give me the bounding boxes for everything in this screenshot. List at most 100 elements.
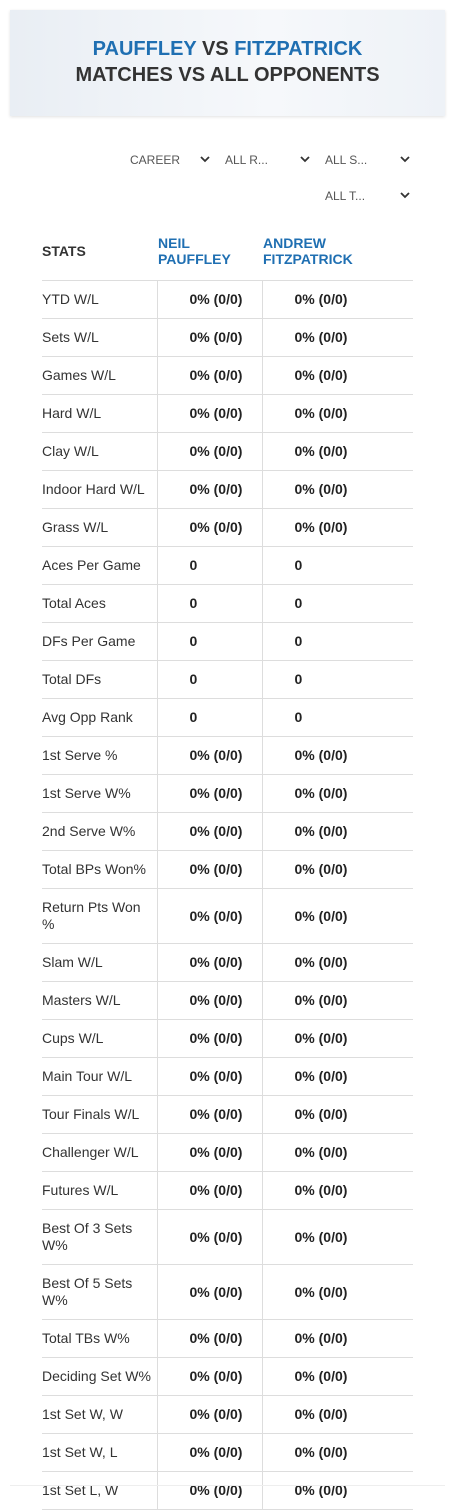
stat-value: 0 bbox=[261, 660, 413, 699]
filter-select[interactable]: ALL R... bbox=[225, 150, 310, 170]
stat-value: 0 bbox=[156, 546, 262, 585]
stat-row: Hard W/L 0% (0/0) 0% (0/0) bbox=[42, 394, 413, 433]
stat-row: 2nd Serve W% 0% (0/0) 0% (0/0) bbox=[42, 812, 413, 851]
subtitle: MATCHES VS ALL OPPONENTS bbox=[75, 64, 380, 86]
stat-value: 0% (0/0) bbox=[261, 888, 413, 944]
stat-row: 1st Serve % 0% (0/0) 0% (0/0) bbox=[42, 736, 413, 775]
stat-value: 0% (0/0) bbox=[156, 1133, 262, 1172]
stat-value: 0% (0/0) bbox=[156, 943, 262, 982]
stat-row: 1st Set L, W 0% (0/0) 0% (0/0) bbox=[42, 1471, 413, 1510]
stat-row: Aces Per Game 0 0 bbox=[42, 546, 413, 585]
stat-value: 0% (0/0) bbox=[261, 1319, 413, 1358]
col-head: STATS bbox=[42, 243, 86, 259]
stat-value: 0 bbox=[261, 584, 413, 623]
stat-label: Total TBs W% bbox=[42, 1319, 157, 1358]
stat-row: Futures W/L 0% (0/0) 0% (0/0) bbox=[42, 1171, 413, 1210]
divider bbox=[10, 1485, 445, 1486]
stat-value: 0% (0/0) bbox=[156, 1171, 262, 1210]
stat-row: YTD W/L 0% (0/0) 0% (0/0) bbox=[42, 280, 413, 319]
stat-row: Total Aces 0 0 bbox=[42, 584, 413, 623]
stat-label: Games W/L bbox=[42, 356, 157, 395]
stat-row: Tour Finals W/L 0% (0/0) 0% (0/0) bbox=[42, 1095, 413, 1134]
stat-value: 0% (0/0) bbox=[156, 1264, 262, 1320]
chevron bbox=[200, 156, 210, 163]
stat-value: 0% (0/0) bbox=[261, 1171, 413, 1210]
stat-value: 0% (0/0) bbox=[156, 1319, 262, 1358]
stat-label: Best Of 3 Sets W% bbox=[42, 1209, 157, 1265]
stat-value: 0% (0/0) bbox=[156, 280, 262, 319]
stat-value: 0% (0/0) bbox=[261, 1433, 413, 1472]
player1: PAUFFLEY bbox=[92, 38, 197, 60]
stat-label: DFs Per Game bbox=[42, 622, 157, 661]
stat-value: 0% (0/0) bbox=[261, 736, 413, 775]
vs: VS bbox=[201, 38, 229, 60]
stat-label: Aces Per Game bbox=[42, 546, 157, 585]
stat-value: 0% (0/0) bbox=[156, 1433, 262, 1472]
stat-row: 1st Set W, W 0% (0/0) 0% (0/0) bbox=[42, 1395, 413, 1434]
stat-label: Main Tour W/L bbox=[42, 1057, 157, 1096]
stat-label: 1st Set W, L bbox=[42, 1433, 157, 1472]
stat-row: 1st Set W, L 0% (0/0) 0% (0/0) bbox=[42, 1433, 413, 1472]
stat-row: Total TBs W% 0% (0/0) 0% (0/0) bbox=[42, 1319, 413, 1358]
stat-label: Return Pts Won % bbox=[42, 888, 157, 944]
stat-row: Games W/L 0% (0/0) 0% (0/0) bbox=[42, 356, 413, 395]
stat-value: 0 bbox=[156, 660, 262, 699]
stat-label: Total BPs Won% bbox=[42, 850, 157, 889]
stat-value: 0% (0/0) bbox=[261, 774, 413, 813]
stat-value: 0% (0/0) bbox=[261, 981, 413, 1020]
stat-value: 0% (0/0) bbox=[156, 470, 262, 509]
filter-label: CAREER bbox=[130, 153, 181, 167]
stat-row: Avg Opp Rank 0 0 bbox=[42, 698, 413, 737]
filter-select[interactable]: ALL S... bbox=[325, 150, 410, 170]
filter-label: ALL R... bbox=[225, 153, 268, 167]
stat-label: Avg Opp Rank bbox=[42, 698, 157, 737]
stat-label: 1st Serve % bbox=[42, 736, 157, 775]
stat-value: 0% (0/0) bbox=[261, 1471, 413, 1510]
stat-row: Grass W/L 0% (0/0) 0% (0/0) bbox=[42, 508, 413, 547]
header: PAUFFLEY VS FITZPATRICK MATCHES VS ALL O… bbox=[10, 10, 445, 116]
stat-label: Hard W/L bbox=[42, 394, 157, 433]
stat-label: Deciding Set W% bbox=[42, 1357, 157, 1396]
filter-select[interactable]: ALL T... bbox=[325, 186, 410, 206]
stat-value: 0% (0/0) bbox=[261, 1264, 413, 1320]
stats-table: STATS NEIL PAUFFLEY ANDREW FITZPATRICK Y… bbox=[42, 222, 413, 1510]
filter-select[interactable]: CAREER bbox=[130, 150, 210, 170]
stat-value: 0% (0/0) bbox=[261, 850, 413, 889]
stat-row: Best Of 3 Sets W% 0% (0/0) 0% (0/0) bbox=[42, 1209, 413, 1265]
stat-row: Masters W/L 0% (0/0) 0% (0/0) bbox=[42, 981, 413, 1020]
stat-value: 0% (0/0) bbox=[261, 508, 413, 547]
stat-value: 0% (0/0) bbox=[261, 280, 413, 319]
stat-row: Cups W/L 0% (0/0) 0% (0/0) bbox=[42, 1019, 413, 1058]
stat-label: Masters W/L bbox=[42, 981, 157, 1020]
stat-row: Indoor Hard W/L 0% (0/0) 0% (0/0) bbox=[42, 470, 413, 509]
title: PAUFFLEY VS FITZPATRICK bbox=[10, 38, 445, 61]
stat-value: 0% (0/0) bbox=[156, 1095, 262, 1134]
stat-row: Return Pts Won % 0% (0/0) 0% (0/0) bbox=[42, 888, 413, 944]
stat-row: Best Of 5 Sets W% 0% (0/0) 0% (0/0) bbox=[42, 1264, 413, 1320]
stat-value: 0% (0/0) bbox=[156, 432, 262, 471]
stat-value: 0 bbox=[261, 546, 413, 585]
stat-label: 1st Set W, W bbox=[42, 1395, 157, 1434]
stat-label: YTD W/L bbox=[42, 280, 157, 319]
stat-value: 0% (0/0) bbox=[156, 1357, 262, 1396]
stat-row: Total BPs Won% 0% (0/0) 0% (0/0) bbox=[42, 850, 413, 889]
stat-row: DFs Per Game 0 0 bbox=[42, 622, 413, 661]
stat-value: 0% (0/0) bbox=[156, 1019, 262, 1058]
stat-label: 1st Serve W% bbox=[42, 774, 157, 813]
stat-value: 0% (0/0) bbox=[156, 1471, 262, 1510]
stat-value: 0 bbox=[261, 622, 413, 661]
stat-value: 0% (0/0) bbox=[261, 812, 413, 851]
stat-value: 0% (0/0) bbox=[261, 394, 413, 433]
stat-label: Total DFs bbox=[42, 660, 157, 699]
stat-value: 0 bbox=[261, 698, 413, 737]
stat-value: 0% (0/0) bbox=[156, 981, 262, 1020]
stat-value: 0% (0/0) bbox=[261, 1133, 413, 1172]
stat-value: 0% (0/0) bbox=[156, 812, 262, 851]
stat-value: 0% (0/0) bbox=[156, 1395, 262, 1434]
stat-value: 0% (0/0) bbox=[156, 1209, 262, 1265]
stat-value: 0% (0/0) bbox=[156, 318, 262, 357]
stat-label: 1st Set L, W bbox=[42, 1471, 157, 1510]
filter-label: ALL T... bbox=[325, 189, 366, 203]
stat-value: 0% (0/0) bbox=[261, 1095, 413, 1134]
